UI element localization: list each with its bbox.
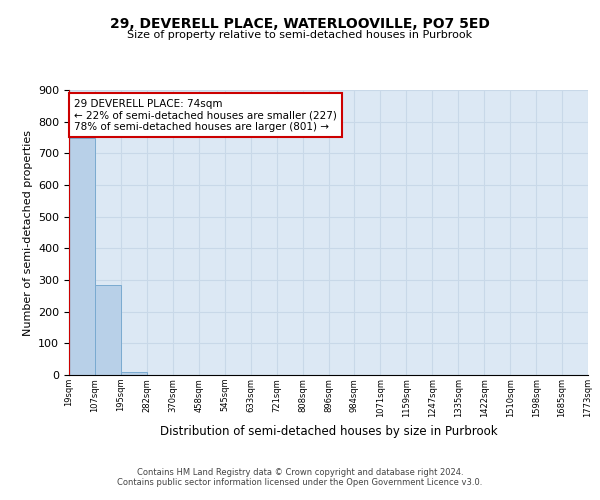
Y-axis label: Number of semi-detached properties: Number of semi-detached properties bbox=[23, 130, 32, 336]
Bar bbox=[95, 285, 121, 375]
Text: 29, DEVERELL PLACE, WATERLOOVILLE, PO7 5ED: 29, DEVERELL PLACE, WATERLOOVILLE, PO7 5… bbox=[110, 18, 490, 32]
Text: Contains HM Land Registry data © Crown copyright and database right 2024.: Contains HM Land Registry data © Crown c… bbox=[137, 468, 463, 477]
Text: Size of property relative to semi-detached houses in Purbrook: Size of property relative to semi-detach… bbox=[127, 30, 473, 40]
Text: 29 DEVERELL PLACE: 74sqm
← 22% of semi-detached houses are smaller (227)
78% of : 29 DEVERELL PLACE: 74sqm ← 22% of semi-d… bbox=[74, 98, 337, 132]
Bar bbox=[121, 372, 147, 375]
X-axis label: Distribution of semi-detached houses by size in Purbrook: Distribution of semi-detached houses by … bbox=[160, 426, 497, 438]
Bar bbox=[69, 138, 95, 375]
Text: Contains public sector information licensed under the Open Government Licence v3: Contains public sector information licen… bbox=[118, 478, 482, 487]
